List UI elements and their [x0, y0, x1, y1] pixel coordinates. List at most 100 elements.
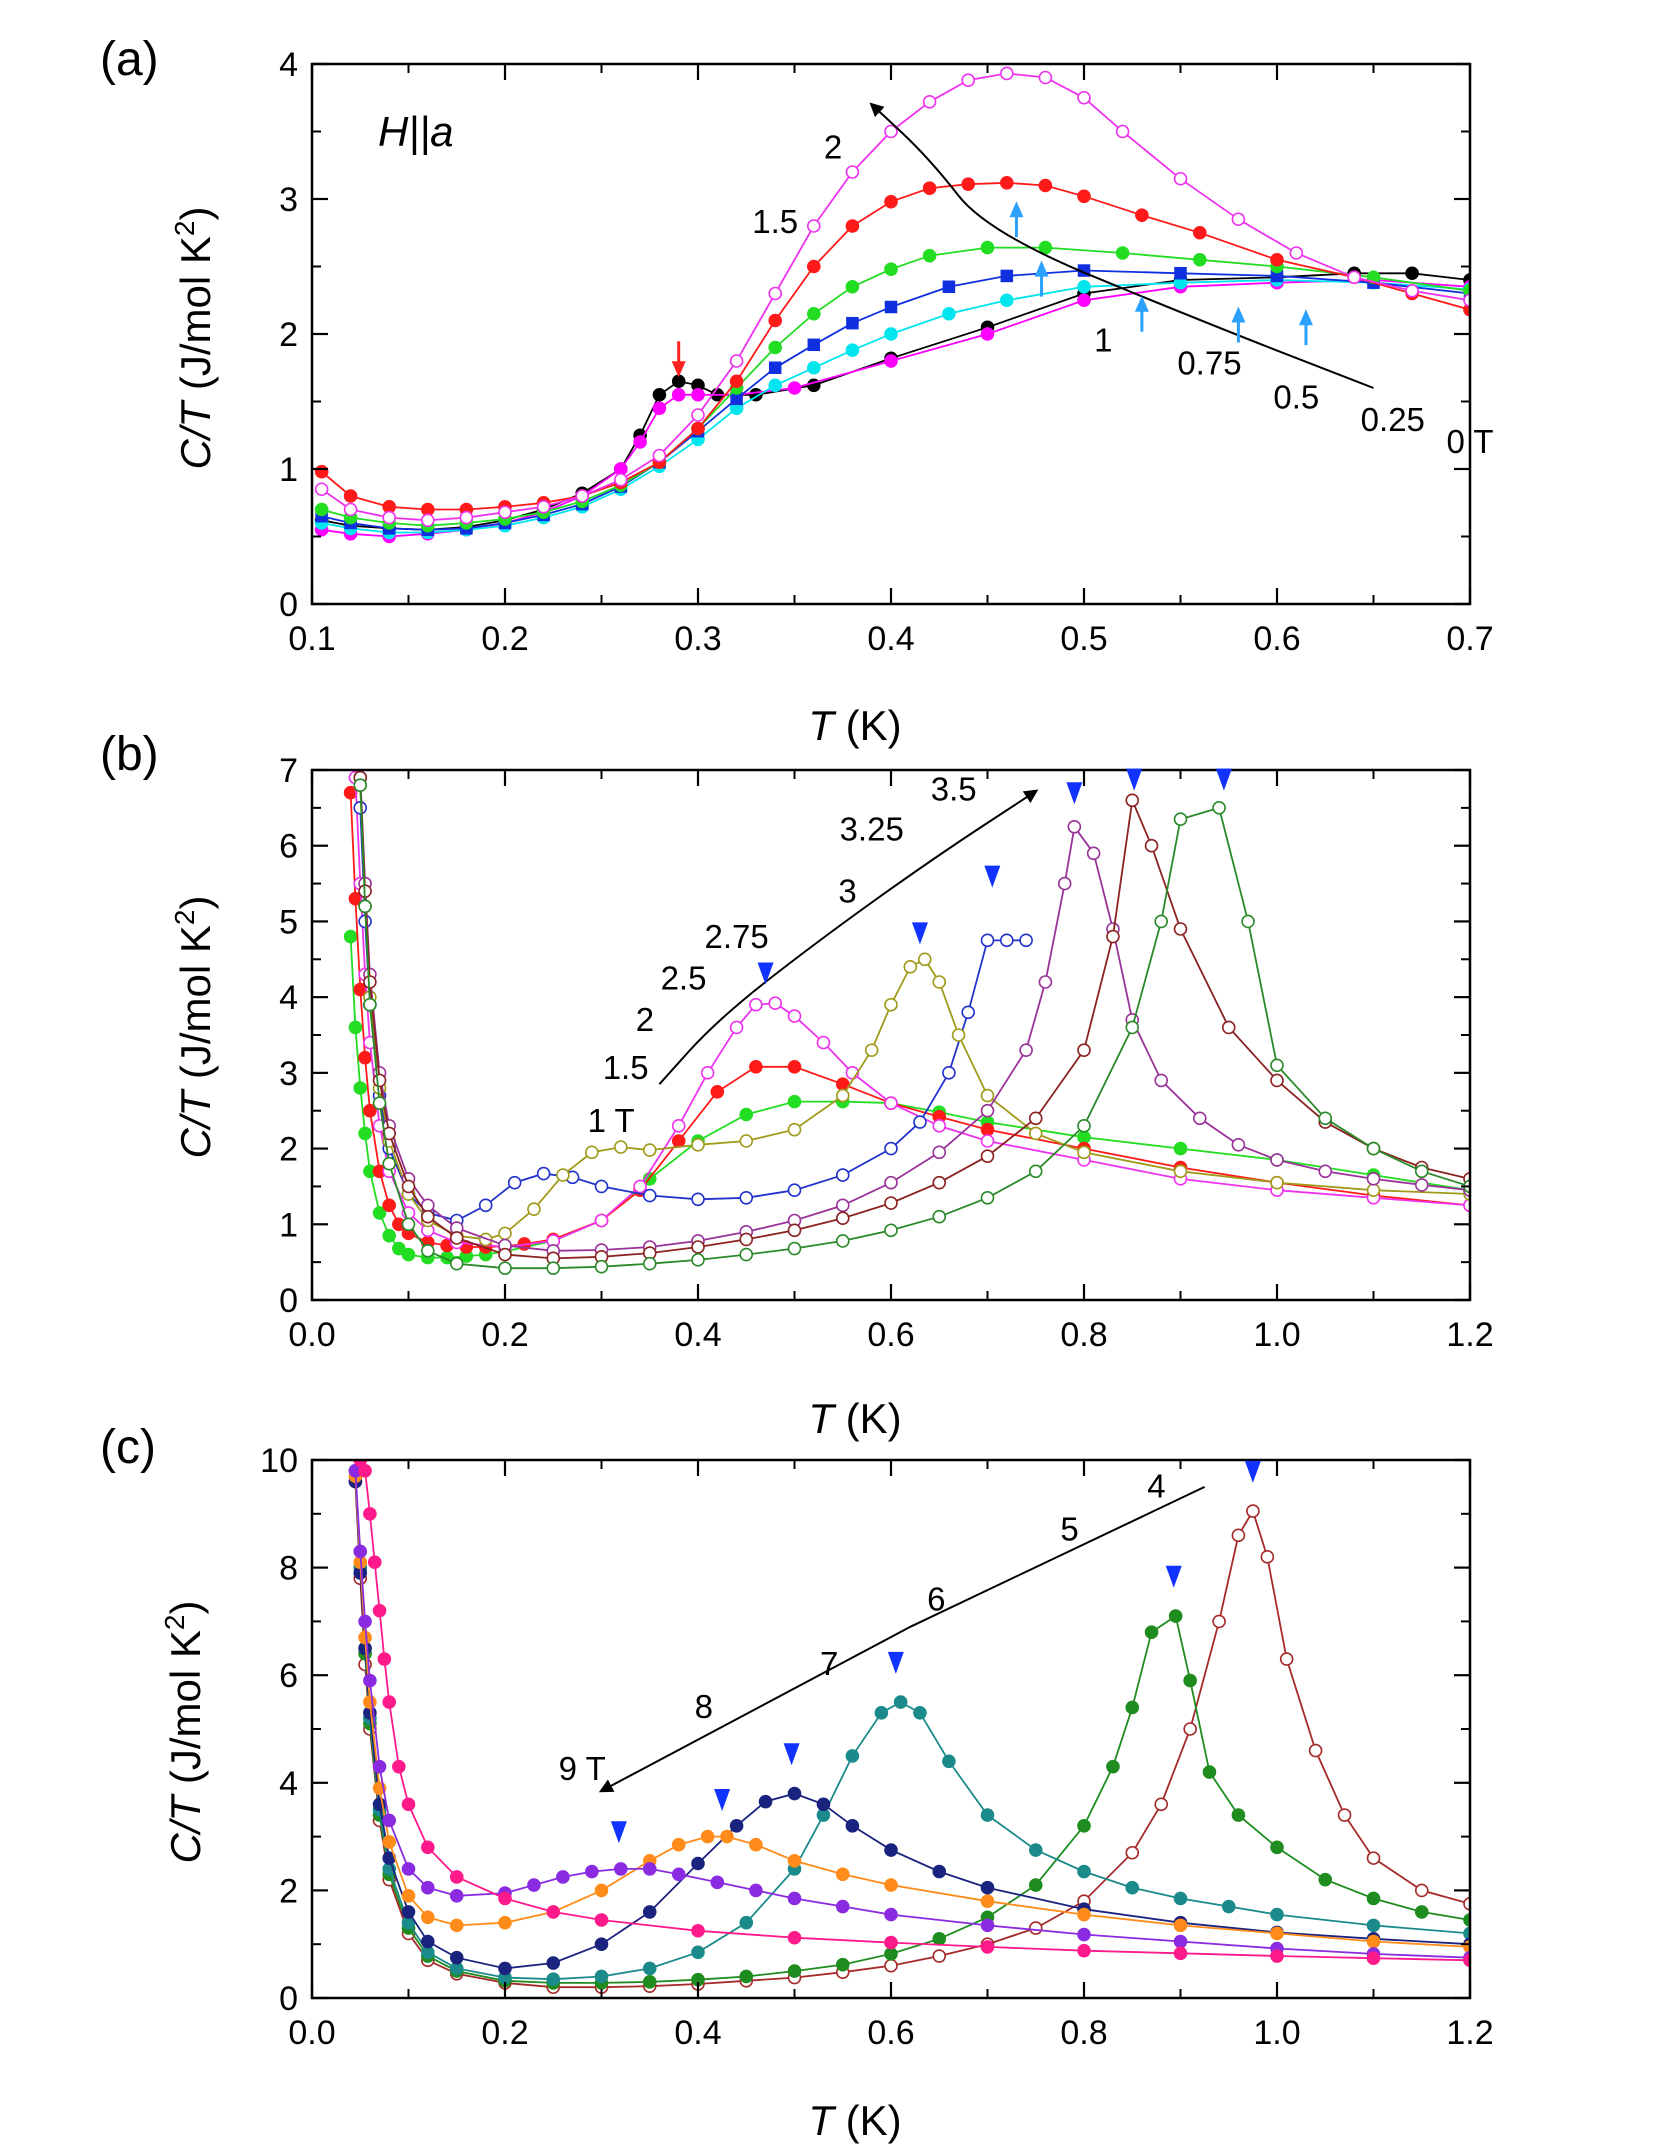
data-point [980, 933, 995, 948]
data-point [729, 1020, 744, 1035]
data-point [585, 1145, 599, 1160]
data-point [401, 1888, 416, 1903]
field-label: 5 [1060, 1511, 1078, 1548]
data-point [594, 1179, 609, 1194]
data-point [691, 1253, 705, 1267]
data-point [1405, 266, 1419, 281]
data-point [1125, 1845, 1140, 1860]
series-2-line [321, 72, 1470, 522]
data-point [729, 1819, 744, 1833]
data-point [787, 1094, 802, 1109]
data-point [806, 259, 821, 274]
data-point [1173, 1164, 1188, 1179]
data-point [633, 1179, 647, 1194]
data-point [1028, 1843, 1043, 1857]
data-point [980, 1134, 995, 1148]
data-point [884, 1907, 898, 1922]
data-point [1174, 267, 1187, 280]
data-point [835, 1198, 850, 1213]
peak-marker-triangle [984, 865, 1001, 888]
data-point [1270, 1907, 1284, 1922]
data-point [691, 1923, 705, 1938]
data-point [739, 1134, 754, 1148]
data-point [787, 381, 802, 395]
data-point [1028, 1878, 1043, 1892]
data-point [401, 1217, 416, 1232]
series-2p5 [353, 801, 1033, 1228]
data-point [1212, 1614, 1226, 1629]
data-point [884, 327, 898, 341]
data-point [1193, 252, 1207, 267]
data-point [884, 194, 898, 209]
data-point [768, 996, 783, 1011]
data-point [1231, 1137, 1246, 1152]
data-point [1366, 1183, 1381, 1198]
data-point [671, 1134, 686, 1148]
data-point [845, 343, 860, 358]
y-tick-label: 8 [279, 1550, 298, 1588]
data-point [835, 1957, 850, 1972]
field-label: 1.5 [603, 1049, 649, 1086]
data-point [893, 1695, 908, 1709]
data-point [1241, 914, 1255, 929]
data-point [594, 1969, 609, 1984]
data-point [700, 1829, 715, 1844]
series-7-line [354, 1481, 1470, 1970]
data-point [932, 1949, 947, 1963]
data-point [729, 374, 744, 389]
data-point [932, 975, 947, 989]
field-label: 2.75 [704, 918, 768, 955]
y-tick-label: 4 [279, 46, 298, 84]
data-point [1038, 240, 1053, 255]
x-tick-label: 0.2 [481, 1316, 528, 1354]
data-point [1308, 1743, 1323, 1758]
data-point [917, 952, 932, 967]
transition-marker-arrow-up [1134, 295, 1149, 312]
data-point [363, 1103, 377, 1118]
data-point [1289, 246, 1304, 260]
peak-marker-triangle [610, 1821, 627, 1844]
data-point [787, 1060, 802, 1074]
data-point [372, 1603, 387, 1618]
data-point [594, 1937, 609, 1951]
x-tick-label: 0.6 [1253, 620, 1300, 658]
data-point [1077, 1943, 1091, 1958]
field-label: 2.5 [661, 960, 707, 997]
data-point [642, 1143, 657, 1157]
y-axis-title-a: C/T (J/mol K2) [169, 207, 219, 470]
data-point [1173, 1918, 1188, 1933]
peak-marker-triangle [714, 1789, 731, 1812]
data-point [787, 1854, 802, 1868]
series-2p5-line [359, 807, 1027, 1222]
data-point [358, 1614, 372, 1629]
data-point [999, 933, 1014, 948]
peak-marker-triangle [783, 1743, 800, 1766]
data-point [884, 354, 898, 368]
data-point [1115, 246, 1130, 260]
data-point [556, 1870, 570, 1884]
data-point [377, 1652, 392, 1666]
data-point [1231, 212, 1246, 227]
plot-area [343, 770, 1470, 1275]
y-tick-label: 3 [279, 181, 298, 219]
data-point [1135, 208, 1149, 222]
transition-marker-arrow-up [1298, 309, 1313, 326]
panel-label-c: (c) [100, 1421, 156, 1474]
data-point [749, 997, 763, 1012]
data-point [932, 1145, 947, 1160]
peak-marker-triangle [1244, 1460, 1261, 1483]
data-point [348, 1020, 363, 1035]
panel-label-b: (b) [100, 728, 159, 781]
data-point [420, 1880, 435, 1895]
data-point [816, 1797, 831, 1812]
data-point [691, 408, 705, 422]
data-point [691, 1240, 705, 1254]
data-point [498, 1247, 512, 1262]
data-point [758, 1794, 773, 1809]
data-point [980, 1808, 995, 1822]
data-point [642, 1975, 657, 1989]
x-tick-label: 0.2 [481, 2014, 528, 2052]
data-point [1366, 1951, 1381, 1965]
data-point [449, 1888, 464, 1903]
x-axis-title-a: T (K) [808, 702, 901, 749]
